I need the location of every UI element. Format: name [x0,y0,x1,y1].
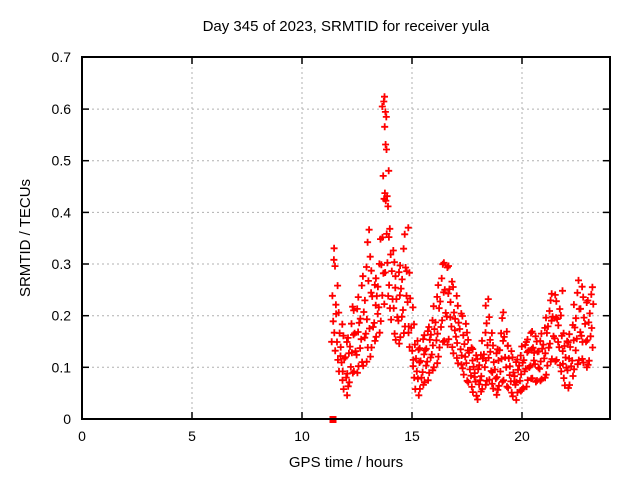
x-tick-label: 0 [78,428,86,444]
scatter-points [328,93,597,404]
x-tick-label: 20 [514,428,530,444]
y-tick-label: 0.5 [52,153,72,169]
x-tick-label: 5 [188,428,196,444]
chart-title: Day 345 of 2023, SRMTID for receiver yul… [203,18,490,35]
tick-marks [82,57,610,419]
y-tick-labels: 0 0.1 0.2 0.3 0.4 0.5 0.6 0.7 [52,49,72,427]
y-tick-label: 0.3 [52,256,72,272]
y-tick-label: 0.2 [52,308,72,324]
y-tick-label: 0.4 [52,204,72,220]
y-tick-label: 0.1 [52,359,72,375]
y-tick-label: 0 [63,411,71,427]
y-tick-label: 0.7 [52,49,72,65]
x-axis-label: GPS time / hours [289,454,403,471]
x-tick-labels: 0 5 10 15 20 [78,428,530,444]
x-tick-label: 10 [294,428,310,444]
y-tick-label: 0.6 [52,101,72,117]
plot-border [81,56,611,420]
grid-lines [82,57,610,419]
x-tick-label: 15 [404,428,420,444]
y-axis-label: SRMTID / TECUs [17,179,34,297]
